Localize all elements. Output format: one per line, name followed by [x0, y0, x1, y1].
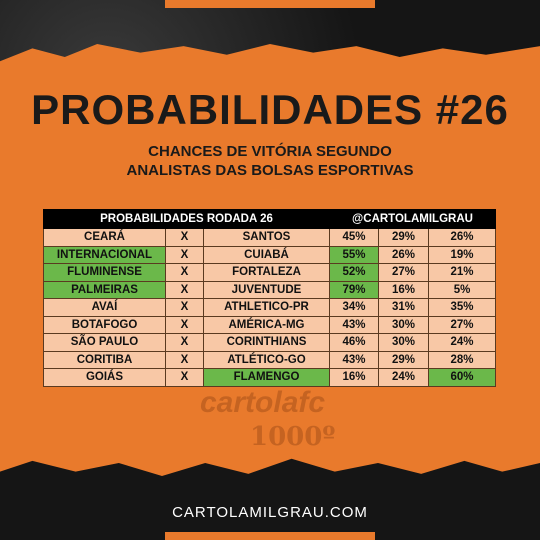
table-row: CORITIBA X ATLÉTICO-GO 43% 29% 28%: [43, 350, 496, 369]
cartola-watermark-logo: cartolafc 1000º: [170, 368, 370, 458]
table-row: AVAÍ X ATHLETICO-PR 34% 31% 35%: [43, 298, 496, 317]
draw-prob-cell: 29%: [378, 228, 429, 247]
away-team-cell: ATLÉTICO-GO: [203, 350, 330, 369]
away-win-prob-cell: 27%: [428, 315, 496, 334]
home-win-prob-cell: 52%: [329, 263, 379, 282]
watermark-sub-text: 1000º: [250, 422, 336, 452]
home-win-prob-cell: 16%: [329, 368, 379, 387]
table-header-right: @CARTOLAMILGRAU: [329, 209, 496, 229]
away-win-prob-cell: 35%: [428, 298, 496, 317]
home-win-prob-cell: 46%: [329, 333, 379, 352]
away-team-cell: ATHLETICO-PR: [203, 298, 330, 317]
away-win-prob-cell: 19%: [428, 245, 496, 264]
home-win-prob-cell: 43%: [329, 350, 379, 369]
draw-prob-cell: 29%: [378, 350, 429, 369]
top-accent-strip: [165, 0, 375, 8]
footer-site-url: CARTOLAMILGRAU.COM: [172, 504, 368, 521]
draw-prob-cell: 30%: [378, 333, 429, 352]
versus-cell: X: [165, 280, 204, 299]
table-row: SÃO PAULO X CORINTHIANS 46% 30% 24%: [43, 333, 496, 352]
table-header-left: PROBABILIDADES RODADA 26: [43, 209, 330, 229]
home-team-cell: INTERNACIONAL: [43, 245, 166, 264]
away-win-prob-cell: 21%: [428, 263, 496, 282]
probabilities-table: PROBABILIDADES RODADA 26 @CARTOLAMILGRAU…: [43, 209, 496, 387]
home-win-prob-cell: 43%: [329, 315, 379, 334]
away-team-cell: CUIABÁ: [203, 245, 330, 264]
versus-cell: X: [165, 228, 204, 247]
home-team-cell: CEARÁ: [43, 228, 166, 247]
table-row: FLUMINENSE X FORTALEZA 52% 27% 21%: [43, 263, 496, 282]
draw-prob-cell: 30%: [378, 315, 429, 334]
home-team-cell: CORITIBA: [43, 350, 166, 369]
draw-prob-cell: 26%: [378, 245, 429, 264]
versus-cell: X: [165, 368, 204, 387]
table-row: PALMEIRAS X JUVENTUDE 79% 16% 5%: [43, 280, 496, 299]
home-win-prob-cell: 79%: [329, 280, 379, 299]
table-row: INTERNACIONAL X CUIABÁ 55% 26% 19%: [43, 245, 496, 264]
away-win-prob-cell: 28%: [428, 350, 496, 369]
away-win-prob-cell: 5%: [428, 280, 496, 299]
page-title: PROBABILIDADES #26: [31, 86, 509, 133]
away-team-cell: SANTOS: [203, 228, 330, 247]
draw-prob-cell: 31%: [378, 298, 429, 317]
home-team-cell: SÃO PAULO: [43, 333, 166, 352]
home-team-cell: BOTAFOGO: [43, 315, 166, 334]
versus-cell: X: [165, 263, 204, 282]
table-row: BOTAFOGO X AMÉRICA-MG 43% 30% 27%: [43, 315, 496, 334]
away-win-prob-cell: 24%: [428, 333, 496, 352]
bottom-accent-strip: [165, 532, 375, 540]
away-win-prob-cell: 60%: [428, 368, 496, 387]
versus-cell: X: [165, 245, 204, 264]
table-header-row: PROBABILIDADES RODADA 26 @CARTOLAMILGRAU: [43, 209, 496, 229]
home-team-cell: FLUMINENSE: [43, 263, 166, 282]
home-team-cell: AVAÍ: [43, 298, 166, 317]
table-row: GOIÁS X FLAMENGO 16% 24% 60%: [43, 368, 496, 387]
home-win-prob-cell: 55%: [329, 245, 379, 264]
away-team-cell: AMÉRICA-MG: [203, 315, 330, 334]
away-team-cell: FORTALEZA: [203, 263, 330, 282]
home-team-cell: GOIÁS: [43, 368, 166, 387]
away-win-prob-cell: 26%: [428, 228, 496, 247]
versus-cell: X: [165, 350, 204, 369]
home-win-prob-cell: 34%: [329, 298, 379, 317]
home-win-prob-cell: 45%: [329, 228, 379, 247]
draw-prob-cell: 16%: [378, 280, 429, 299]
subtitle-line-1: CHANCES DE VITÓRIA SEGUNDO: [148, 143, 392, 160]
home-team-cell: PALMEIRAS: [43, 280, 166, 299]
versus-cell: X: [165, 298, 204, 317]
away-team-cell: CORINTHIANS: [203, 333, 330, 352]
subtitle-line-2: ANALISTAS DAS BOLSAS ESPORTIVAS: [126, 162, 414, 179]
draw-prob-cell: 24%: [378, 368, 429, 387]
away-team-cell: FLAMENGO: [203, 368, 330, 387]
versus-cell: X: [165, 315, 204, 334]
away-team-cell: JUVENTUDE: [203, 280, 330, 299]
table-row: CEARÁ X SANTOS 45% 29% 26%: [43, 228, 496, 247]
versus-cell: X: [165, 333, 204, 352]
watermark-logo-text: cartolafc: [200, 386, 326, 419]
draw-prob-cell: 27%: [378, 263, 429, 282]
